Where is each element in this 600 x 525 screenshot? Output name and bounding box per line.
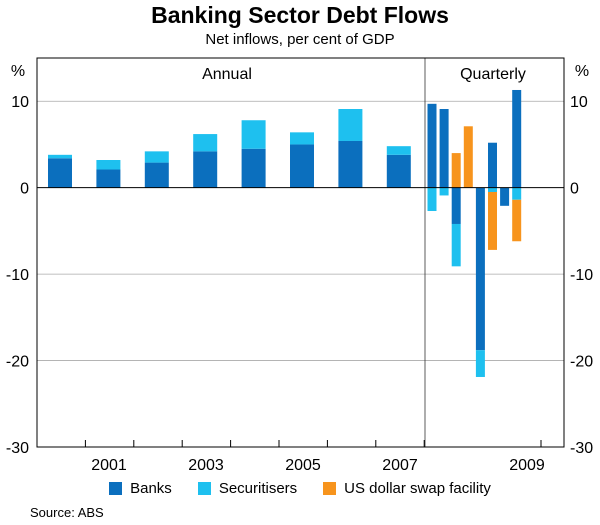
bar-securitisers-2005 xyxy=(290,132,314,145)
bar-banks-2005 xyxy=(290,144,314,188)
y-tick-label-left: -20 xyxy=(6,354,29,371)
x-tick-label-2007: 2007 xyxy=(382,457,418,474)
legend-item-banks: Banks xyxy=(109,480,172,497)
panel-label-quarterly: Quarterly xyxy=(460,66,526,83)
legend-swatch-swap-facility xyxy=(323,482,337,495)
x-tick-labels: 2001 2003 2005 2007 2009 xyxy=(91,457,545,474)
legend-item-swap-facility: US dollar swap facility xyxy=(323,480,491,497)
bar-banks-2007 xyxy=(386,154,411,188)
x-ticks xyxy=(36,440,542,447)
bar-banks-2006 xyxy=(338,140,363,188)
legend-item-securitisers: Securitisers xyxy=(197,480,298,497)
bar-swap-Jun-09 xyxy=(512,199,522,242)
bar-banks-2003 xyxy=(193,151,218,188)
bar-securitisers-2002 xyxy=(144,151,169,163)
legend-label-banks: Banks xyxy=(130,480,172,497)
bar-securitisers-2001 xyxy=(96,160,121,170)
bar-banks-Dec-07 xyxy=(439,109,449,188)
x-tick-label-2005: 2005 xyxy=(285,457,321,474)
bar-securitisers-2000 xyxy=(48,154,72,159)
y-axis-unit-left: % xyxy=(11,63,25,80)
bar-banks-2000 xyxy=(48,158,72,188)
y-tick-label-left: -30 xyxy=(6,440,29,457)
legend-label-securitisers: Securitisers xyxy=(218,480,298,497)
bar-swap-Dec-08 xyxy=(488,191,497,250)
bar-securitisers-Dec-08 xyxy=(488,187,497,192)
bar-securitisers-Jun-09 xyxy=(512,187,522,200)
bar-banks-Jun-09 xyxy=(512,89,522,188)
bar-swap-Jun-08 xyxy=(463,126,473,188)
legend: Banks Securitisers US dollar swap facili… xyxy=(0,480,600,497)
y-tick-label-left: 0 xyxy=(20,181,29,198)
bar-securitisers-Mar-08 xyxy=(451,223,461,267)
bar-securitisers-2004 xyxy=(241,120,266,149)
bar-swap-Mar-08 xyxy=(451,153,461,188)
chart-title: Banking Sector Debt Flows xyxy=(151,2,449,28)
y-tick-label-right: -10 xyxy=(570,267,593,284)
bar-securitisers-2007 xyxy=(386,146,411,155)
bar-securitisers-Dec-07 xyxy=(439,187,449,196)
y-axis-unit-right: % xyxy=(575,63,589,80)
panel-label-annual: Annual xyxy=(202,66,252,83)
legend-swatch-banks xyxy=(109,482,123,495)
bar-banks-Mar-08 xyxy=(451,187,461,224)
bar-banks-2004 xyxy=(241,148,266,188)
y-tick-label-left: -10 xyxy=(6,267,29,284)
chart-subtitle: Net inflows, per cent of GDP xyxy=(205,31,395,48)
bar-securitisers-2003 xyxy=(193,134,218,152)
source-note: Source: ABS xyxy=(30,505,104,520)
x-tick-label-2001: 2001 xyxy=(91,457,127,474)
x-tick-label-2003: 2003 xyxy=(188,457,224,474)
bars xyxy=(48,89,522,377)
y-tick-label-right: -20 xyxy=(570,354,593,371)
plot-frame xyxy=(36,57,565,448)
bar-securitisers-Sep-08 xyxy=(475,350,485,377)
bar-securitisers-2006 xyxy=(338,109,363,141)
y-tick-label-right: -30 xyxy=(570,440,593,457)
bar-securitisers-Sep-07 xyxy=(427,187,437,212)
bar-banks-Mar-09 xyxy=(500,187,510,206)
bar-banks-Dec-08 xyxy=(488,142,497,188)
y-tick-label-left: 10 xyxy=(11,94,29,111)
bar-banks-Sep-07 xyxy=(427,103,437,188)
y-tick-label-right: 10 xyxy=(570,94,588,111)
legend-swatch-securitisers xyxy=(197,482,211,495)
x-tick-label-2009: 2009 xyxy=(509,457,545,474)
bar-banks-2001 xyxy=(96,169,121,188)
bar-banks-Sep-08 xyxy=(475,187,485,351)
legend-label-swap-facility: US dollar swap facility xyxy=(344,480,491,497)
y-tick-label-right: 0 xyxy=(570,181,579,198)
y-tick-labels: 10 10 0 0 -10 -10 -20 -20 -30 -30 xyxy=(6,94,593,457)
bar-banks-2002 xyxy=(144,162,169,188)
